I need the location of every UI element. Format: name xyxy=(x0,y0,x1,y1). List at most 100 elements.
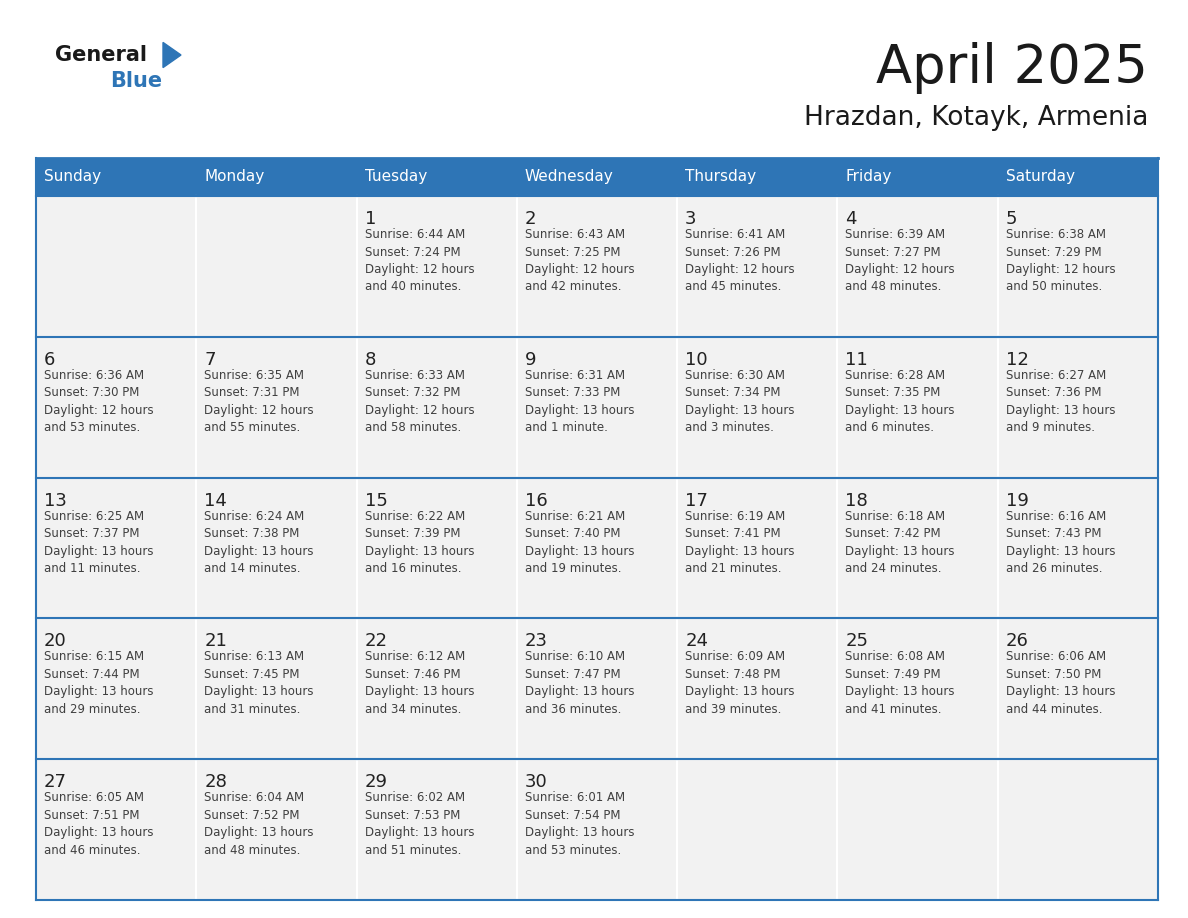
Text: Monday: Monday xyxy=(204,170,265,185)
Bar xyxy=(356,196,517,337)
Text: 10: 10 xyxy=(685,351,708,369)
Bar xyxy=(998,759,1158,900)
Text: 15: 15 xyxy=(365,492,387,509)
Bar xyxy=(36,337,196,477)
Text: 24: 24 xyxy=(685,633,708,650)
Text: Sunrise: 6:15 AM
Sunset: 7:44 PM
Daylight: 13 hours
and 29 minutes.: Sunrise: 6:15 AM Sunset: 7:44 PM Dayligh… xyxy=(44,650,153,716)
Text: Friday: Friday xyxy=(846,170,892,185)
Bar xyxy=(36,158,196,196)
Text: Sunrise: 6:05 AM
Sunset: 7:51 PM
Daylight: 13 hours
and 46 minutes.: Sunrise: 6:05 AM Sunset: 7:51 PM Dayligh… xyxy=(44,791,153,856)
Bar xyxy=(838,196,998,337)
Text: 16: 16 xyxy=(525,492,548,509)
Text: Sunrise: 6:10 AM
Sunset: 7:47 PM
Daylight: 13 hours
and 36 minutes.: Sunrise: 6:10 AM Sunset: 7:47 PM Dayligh… xyxy=(525,650,634,716)
Text: April 2025: April 2025 xyxy=(876,42,1148,94)
Text: Sunrise: 6:25 AM
Sunset: 7:37 PM
Daylight: 13 hours
and 11 minutes.: Sunrise: 6:25 AM Sunset: 7:37 PM Dayligh… xyxy=(44,509,153,575)
Text: 6: 6 xyxy=(44,351,56,369)
Text: Sunrise: 6:44 AM
Sunset: 7:24 PM
Daylight: 12 hours
and 40 minutes.: Sunrise: 6:44 AM Sunset: 7:24 PM Dayligh… xyxy=(365,228,474,294)
Polygon shape xyxy=(163,42,181,68)
Text: 3: 3 xyxy=(685,210,696,228)
Text: 21: 21 xyxy=(204,633,227,650)
Text: Sunrise: 6:18 AM
Sunset: 7:42 PM
Daylight: 13 hours
and 24 minutes.: Sunrise: 6:18 AM Sunset: 7:42 PM Dayligh… xyxy=(846,509,955,575)
Text: Sunrise: 6:39 AM
Sunset: 7:27 PM
Daylight: 12 hours
and 48 minutes.: Sunrise: 6:39 AM Sunset: 7:27 PM Dayligh… xyxy=(846,228,955,294)
Text: Sunrise: 6:41 AM
Sunset: 7:26 PM
Daylight: 12 hours
and 45 minutes.: Sunrise: 6:41 AM Sunset: 7:26 PM Dayligh… xyxy=(685,228,795,294)
Text: General: General xyxy=(55,45,147,65)
Text: Sunrise: 6:04 AM
Sunset: 7:52 PM
Daylight: 13 hours
and 48 minutes.: Sunrise: 6:04 AM Sunset: 7:52 PM Dayligh… xyxy=(204,791,314,856)
Text: Sunrise: 6:02 AM
Sunset: 7:53 PM
Daylight: 13 hours
and 51 minutes.: Sunrise: 6:02 AM Sunset: 7:53 PM Dayligh… xyxy=(365,791,474,856)
Text: Sunrise: 6:06 AM
Sunset: 7:50 PM
Daylight: 13 hours
and 44 minutes.: Sunrise: 6:06 AM Sunset: 7:50 PM Dayligh… xyxy=(1006,650,1116,716)
Text: Sunrise: 6:22 AM
Sunset: 7:39 PM
Daylight: 13 hours
and 16 minutes.: Sunrise: 6:22 AM Sunset: 7:39 PM Dayligh… xyxy=(365,509,474,575)
Text: 17: 17 xyxy=(685,492,708,509)
Text: Sunday: Sunday xyxy=(44,170,101,185)
Bar xyxy=(196,337,356,477)
Bar xyxy=(517,477,677,619)
Bar xyxy=(998,196,1158,337)
Text: 1: 1 xyxy=(365,210,375,228)
Text: Sunrise: 6:01 AM
Sunset: 7:54 PM
Daylight: 13 hours
and 53 minutes.: Sunrise: 6:01 AM Sunset: 7:54 PM Dayligh… xyxy=(525,791,634,856)
Text: 19: 19 xyxy=(1006,492,1029,509)
Text: Sunrise: 6:12 AM
Sunset: 7:46 PM
Daylight: 13 hours
and 34 minutes.: Sunrise: 6:12 AM Sunset: 7:46 PM Dayligh… xyxy=(365,650,474,716)
Bar xyxy=(677,477,838,619)
Bar xyxy=(356,759,517,900)
Bar xyxy=(36,196,196,337)
Text: Thursday: Thursday xyxy=(685,170,757,185)
Bar xyxy=(196,619,356,759)
Text: 22: 22 xyxy=(365,633,387,650)
Bar xyxy=(838,619,998,759)
Bar xyxy=(838,759,998,900)
Text: Hrazdan, Kotayk, Armenia: Hrazdan, Kotayk, Armenia xyxy=(803,105,1148,131)
Text: 27: 27 xyxy=(44,773,67,791)
Bar xyxy=(517,759,677,900)
Text: Sunrise: 6:09 AM
Sunset: 7:48 PM
Daylight: 13 hours
and 39 minutes.: Sunrise: 6:09 AM Sunset: 7:48 PM Dayligh… xyxy=(685,650,795,716)
Text: Sunrise: 6:38 AM
Sunset: 7:29 PM
Daylight: 12 hours
and 50 minutes.: Sunrise: 6:38 AM Sunset: 7:29 PM Dayligh… xyxy=(1006,228,1116,294)
Text: Sunrise: 6:13 AM
Sunset: 7:45 PM
Daylight: 13 hours
and 31 minutes.: Sunrise: 6:13 AM Sunset: 7:45 PM Dayligh… xyxy=(204,650,314,716)
Bar xyxy=(517,158,677,196)
Bar xyxy=(998,619,1158,759)
Bar xyxy=(36,759,196,900)
Text: 11: 11 xyxy=(846,351,868,369)
Bar xyxy=(838,337,998,477)
Text: 26: 26 xyxy=(1006,633,1029,650)
Bar xyxy=(196,158,356,196)
Bar xyxy=(677,337,838,477)
Text: 13: 13 xyxy=(44,492,67,509)
Bar xyxy=(356,337,517,477)
Bar xyxy=(838,477,998,619)
Text: 20: 20 xyxy=(44,633,67,650)
Bar xyxy=(998,337,1158,477)
Bar xyxy=(998,158,1158,196)
Text: 18: 18 xyxy=(846,492,868,509)
Text: 14: 14 xyxy=(204,492,227,509)
Text: 7: 7 xyxy=(204,351,216,369)
Bar xyxy=(356,477,517,619)
Bar xyxy=(517,619,677,759)
Text: 25: 25 xyxy=(846,633,868,650)
Text: 12: 12 xyxy=(1006,351,1029,369)
Text: 30: 30 xyxy=(525,773,548,791)
Bar xyxy=(196,196,356,337)
Text: 28: 28 xyxy=(204,773,227,791)
Text: Sunrise: 6:27 AM
Sunset: 7:36 PM
Daylight: 13 hours
and 9 minutes.: Sunrise: 6:27 AM Sunset: 7:36 PM Dayligh… xyxy=(1006,369,1116,434)
Bar xyxy=(838,158,998,196)
Text: Sunrise: 6:21 AM
Sunset: 7:40 PM
Daylight: 13 hours
and 19 minutes.: Sunrise: 6:21 AM Sunset: 7:40 PM Dayligh… xyxy=(525,509,634,575)
Text: Saturday: Saturday xyxy=(1006,170,1075,185)
Bar xyxy=(196,759,356,900)
Text: Wednesday: Wednesday xyxy=(525,170,614,185)
Text: 5: 5 xyxy=(1006,210,1017,228)
Text: 2: 2 xyxy=(525,210,536,228)
Text: Sunrise: 6:24 AM
Sunset: 7:38 PM
Daylight: 13 hours
and 14 minutes.: Sunrise: 6:24 AM Sunset: 7:38 PM Dayligh… xyxy=(204,509,314,575)
Bar xyxy=(36,477,196,619)
Text: Sunrise: 6:36 AM
Sunset: 7:30 PM
Daylight: 12 hours
and 53 minutes.: Sunrise: 6:36 AM Sunset: 7:30 PM Dayligh… xyxy=(44,369,153,434)
Text: Sunrise: 6:31 AM
Sunset: 7:33 PM
Daylight: 13 hours
and 1 minute.: Sunrise: 6:31 AM Sunset: 7:33 PM Dayligh… xyxy=(525,369,634,434)
Text: Sunrise: 6:35 AM
Sunset: 7:31 PM
Daylight: 12 hours
and 55 minutes.: Sunrise: 6:35 AM Sunset: 7:31 PM Dayligh… xyxy=(204,369,314,434)
Text: Sunrise: 6:28 AM
Sunset: 7:35 PM
Daylight: 13 hours
and 6 minutes.: Sunrise: 6:28 AM Sunset: 7:35 PM Dayligh… xyxy=(846,369,955,434)
Text: 4: 4 xyxy=(846,210,857,228)
Text: 23: 23 xyxy=(525,633,548,650)
Text: Sunrise: 6:16 AM
Sunset: 7:43 PM
Daylight: 13 hours
and 26 minutes.: Sunrise: 6:16 AM Sunset: 7:43 PM Dayligh… xyxy=(1006,509,1116,575)
Text: Sunrise: 6:30 AM
Sunset: 7:34 PM
Daylight: 13 hours
and 3 minutes.: Sunrise: 6:30 AM Sunset: 7:34 PM Dayligh… xyxy=(685,369,795,434)
Bar xyxy=(677,196,838,337)
Bar xyxy=(356,158,517,196)
Text: Sunrise: 6:19 AM
Sunset: 7:41 PM
Daylight: 13 hours
and 21 minutes.: Sunrise: 6:19 AM Sunset: 7:41 PM Dayligh… xyxy=(685,509,795,575)
Bar xyxy=(677,158,838,196)
Bar xyxy=(517,196,677,337)
Bar xyxy=(517,337,677,477)
